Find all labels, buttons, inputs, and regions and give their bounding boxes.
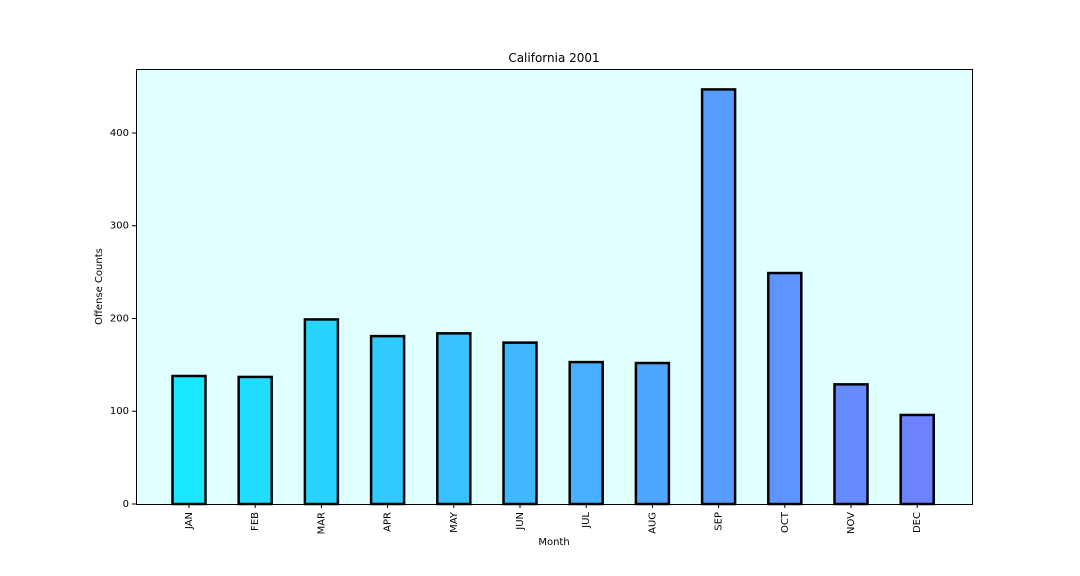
y-tick-label: 300 (110, 221, 129, 232)
bars-group (171, 88, 935, 506)
bar-apr (369, 334, 406, 506)
bar-oct (767, 271, 803, 506)
x-axis: JAN FEB MAR APR MAY JUN JUL AUG SEP OCT NOV DEC (184, 504, 923, 534)
x-tick-label: OCT (780, 511, 791, 533)
x-tick-label: APR (383, 512, 394, 532)
x-axis-label: Month (538, 537, 569, 548)
bar-nov (833, 383, 869, 506)
x-tick-label: MAY (449, 511, 460, 533)
chart-title: California 2001 (508, 51, 599, 65)
bar-mar (303, 318, 340, 506)
bar-jun (502, 341, 538, 506)
y-tick-label: 0 (123, 499, 129, 510)
bar-sep (700, 88, 737, 506)
bar-aug (634, 361, 671, 506)
bar-feb (237, 375, 273, 506)
bar-jan (171, 374, 207, 506)
y-tick-label: 200 (110, 313, 129, 324)
x-tick-label: MAR (316, 512, 327, 534)
bar-may (436, 332, 472, 506)
bar-dec (899, 413, 935, 506)
y-tick-label: 400 (110, 128, 129, 139)
plot-frame (136, 69, 973, 505)
x-tick-label: JAN (184, 512, 195, 530)
x-tick-label: JUN (515, 512, 526, 531)
x-tick-label: JUL (581, 512, 592, 529)
y-axis: 0 100 200 300 400 (110, 128, 136, 510)
x-tick-label: SEP (714, 512, 725, 531)
y-tick-label: 100 (110, 406, 129, 417)
x-tick-label: DEC (912, 512, 923, 533)
bar-jul (568, 360, 604, 506)
x-tick-label: NOV (846, 512, 857, 534)
x-tick-label: AUG (647, 512, 658, 534)
x-tick-label: FEB (250, 512, 261, 531)
y-axis-label: Offense Counts (94, 248, 105, 325)
plot-area (136, 69, 972, 504)
